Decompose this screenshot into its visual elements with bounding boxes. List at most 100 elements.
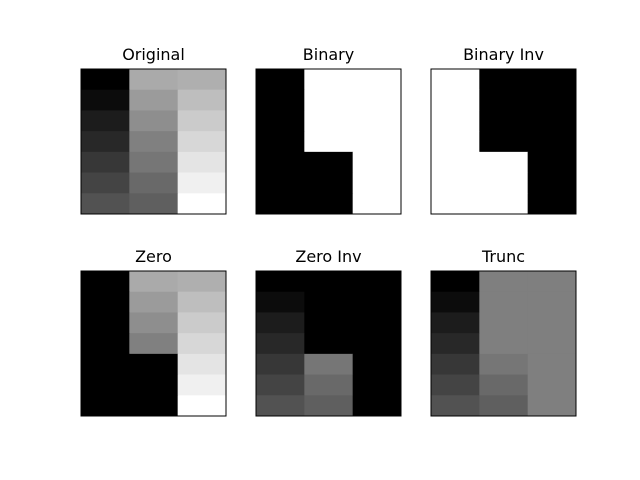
heatmap-cell-zero-inv-r1-c0 xyxy=(256,291,305,313)
panel-zero: Zero xyxy=(80,247,227,417)
heatmap-cell-binary-r1-c0 xyxy=(256,89,305,111)
heatmap-cell-zero-r6-c1 xyxy=(129,395,179,417)
heatmap-cell-trunc-r5-c1 xyxy=(479,374,529,396)
heatmap-cell-binary-r4-c1 xyxy=(304,151,354,173)
heatmap-cell-binary-inv-r4-c1 xyxy=(479,151,529,173)
panel-title-original: Original xyxy=(122,45,185,64)
axes-frame-zero xyxy=(80,270,227,417)
heatmap-cell-zero-inv-r0-c0 xyxy=(256,271,305,293)
heatmap-cell-original-r1-c0 xyxy=(81,89,130,111)
heatmap-cell-original-r4-c0 xyxy=(81,151,130,173)
heatmap-cell-original-r0-c2 xyxy=(177,69,227,91)
heatmap-cell-zero-inv-r0-c2 xyxy=(352,271,402,293)
heatmap-cell-trunc-r4-c2 xyxy=(527,353,577,375)
heatmap-cell-trunc-r0-c2 xyxy=(527,271,577,293)
heatmap-cell-binary-r0-c0 xyxy=(256,69,305,91)
heatmap-cell-zero-r4-c1 xyxy=(129,353,179,375)
heatmap-cell-binary-inv-r1-c2 xyxy=(527,89,577,111)
heatmap-cell-binary-r0-c1 xyxy=(304,69,354,91)
heatmap-cell-binary-r4-c2 xyxy=(352,151,402,173)
heatmap-cell-binary-r2-c2 xyxy=(352,110,402,132)
heatmap-cell-binary-inv-r1-c1 xyxy=(479,89,529,111)
heatmap-cell-zero-inv-r5-c0 xyxy=(256,374,305,396)
heatmap-cell-original-r5-c2 xyxy=(177,172,227,194)
heatmap-cell-trunc-r4-c0 xyxy=(431,353,480,375)
heatmap-cell-binary-r6-c0 xyxy=(256,193,305,215)
heatmap-cell-binary-r5-c1 xyxy=(304,172,354,194)
heatmap-cell-binary-r3-c1 xyxy=(304,131,354,153)
heatmap-cell-trunc-r2-c1 xyxy=(479,312,529,334)
heatmap-cell-original-r3-c0 xyxy=(81,131,130,153)
heatmap-cell-zero-inv-r5-c2 xyxy=(352,374,402,396)
heatmap-cell-binary-r3-c2 xyxy=(352,131,402,153)
heatmap-cell-zero-r3-c2 xyxy=(177,333,227,355)
heatmap-cell-zero-r0-c2 xyxy=(177,271,227,293)
heatmap-cell-zero-inv-r4-c2 xyxy=(352,353,402,375)
heatmap-cell-original-r3-c2 xyxy=(177,131,227,153)
heatmap-cell-trunc-r5-c2 xyxy=(527,374,577,396)
heatmap-cell-original-r5-c0 xyxy=(81,172,130,194)
heatmap-cell-zero-r0-c0 xyxy=(81,271,130,293)
heatmap-cells-original xyxy=(81,69,227,215)
heatmap-cell-zero-r5-c1 xyxy=(129,374,179,396)
heatmap-cell-binary-inv-r5-c2 xyxy=(527,172,577,194)
heatmap-cell-binary-inv-r4-c2 xyxy=(527,151,577,173)
heatmap-cell-binary-inv-r6-c0 xyxy=(431,193,480,215)
heatmap-cell-binary-inv-r6-c2 xyxy=(527,193,577,215)
heatmap-cells-zero-inv xyxy=(256,271,402,417)
heatmap-cell-binary-inv-r4-c0 xyxy=(431,151,480,173)
heatmap-cell-original-r3-c1 xyxy=(129,131,179,153)
heatmap-cell-trunc-r6-c1 xyxy=(479,395,529,417)
heatmap-cell-zero-inv-r3-c2 xyxy=(352,333,402,355)
heatmap-cell-zero-inv-r6-c1 xyxy=(304,395,354,417)
heatmap-cell-binary-inv-r3-c0 xyxy=(431,131,480,153)
heatmap-cells-zero xyxy=(81,271,227,417)
heatmap-cell-trunc-r6-c2 xyxy=(527,395,577,417)
axes-frame-binary xyxy=(255,68,402,215)
heatmap-cell-trunc-r0-c1 xyxy=(479,271,529,293)
heatmap-cell-zero-r1-c0 xyxy=(81,291,130,313)
heatmap-cell-zero-inv-r0-c1 xyxy=(304,271,354,293)
heatmap-cell-trunc-r5-c0 xyxy=(431,374,480,396)
heatmap-cell-zero-inv-r1-c1 xyxy=(304,291,354,313)
heatmap-cell-zero-inv-r3-c0 xyxy=(256,333,305,355)
axes-frame-trunc xyxy=(430,270,577,417)
axes-frame-zero-inv xyxy=(255,270,402,417)
heatmap-cell-binary-inv-r5-c1 xyxy=(479,172,529,194)
heatmap-cell-zero-inv-r6-c0 xyxy=(256,395,305,417)
heatmap-cell-binary-inv-r5-c0 xyxy=(431,172,480,194)
heatmap-cell-trunc-r1-c0 xyxy=(431,291,480,313)
heatmap-cell-zero-r0-c1 xyxy=(129,271,179,293)
heatmap-cells-trunc xyxy=(431,271,577,417)
heatmap-cell-original-r6-c2 xyxy=(177,193,227,215)
panel-title-zero: Zero xyxy=(135,247,172,266)
heatmap-cell-binary-r0-c2 xyxy=(352,69,402,91)
heatmap-cell-binary-inv-r0-c2 xyxy=(527,69,577,91)
heatmap-cell-zero-r4-c2 xyxy=(177,353,227,375)
heatmap-cell-zero-r3-c0 xyxy=(81,333,130,355)
heatmap-cell-original-r2-c0 xyxy=(81,110,130,132)
heatmap-cell-trunc-r4-c1 xyxy=(479,353,529,375)
heatmap-cell-zero-inv-r1-c2 xyxy=(352,291,402,313)
heatmap-cell-zero-r6-c2 xyxy=(177,395,227,417)
heatmap-cell-zero-r2-c0 xyxy=(81,312,130,334)
heatmap-cell-binary-r1-c2 xyxy=(352,89,402,111)
heatmap-cells-binary-inv xyxy=(431,69,577,215)
heatmap-cell-trunc-r3-c2 xyxy=(527,333,577,355)
heatmap-cell-zero-inv-r2-c1 xyxy=(304,312,354,334)
heatmap-cell-binary-r5-c2 xyxy=(352,172,402,194)
heatmap-cell-zero-inv-r6-c2 xyxy=(352,395,402,417)
panel-trunc: Trunc xyxy=(430,247,577,417)
heatmap-cell-binary-inv-r0-c1 xyxy=(479,69,529,91)
heatmap-cell-trunc-r6-c0 xyxy=(431,395,480,417)
panel-zero-inv: Zero Inv xyxy=(255,247,402,417)
heatmap-cell-binary-inv-r3-c1 xyxy=(479,131,529,153)
panel-title-trunc: Trunc xyxy=(481,247,525,266)
heatmap-cell-zero-inv-r2-c0 xyxy=(256,312,305,334)
heatmap-cell-zero-r1-c1 xyxy=(129,291,179,313)
heatmap-cell-original-r6-c1 xyxy=(129,193,179,215)
heatmap-cell-trunc-r3-c1 xyxy=(479,333,529,355)
heatmap-cell-zero-inv-r5-c1 xyxy=(304,374,354,396)
heatmap-cell-binary-r2-c1 xyxy=(304,110,354,132)
